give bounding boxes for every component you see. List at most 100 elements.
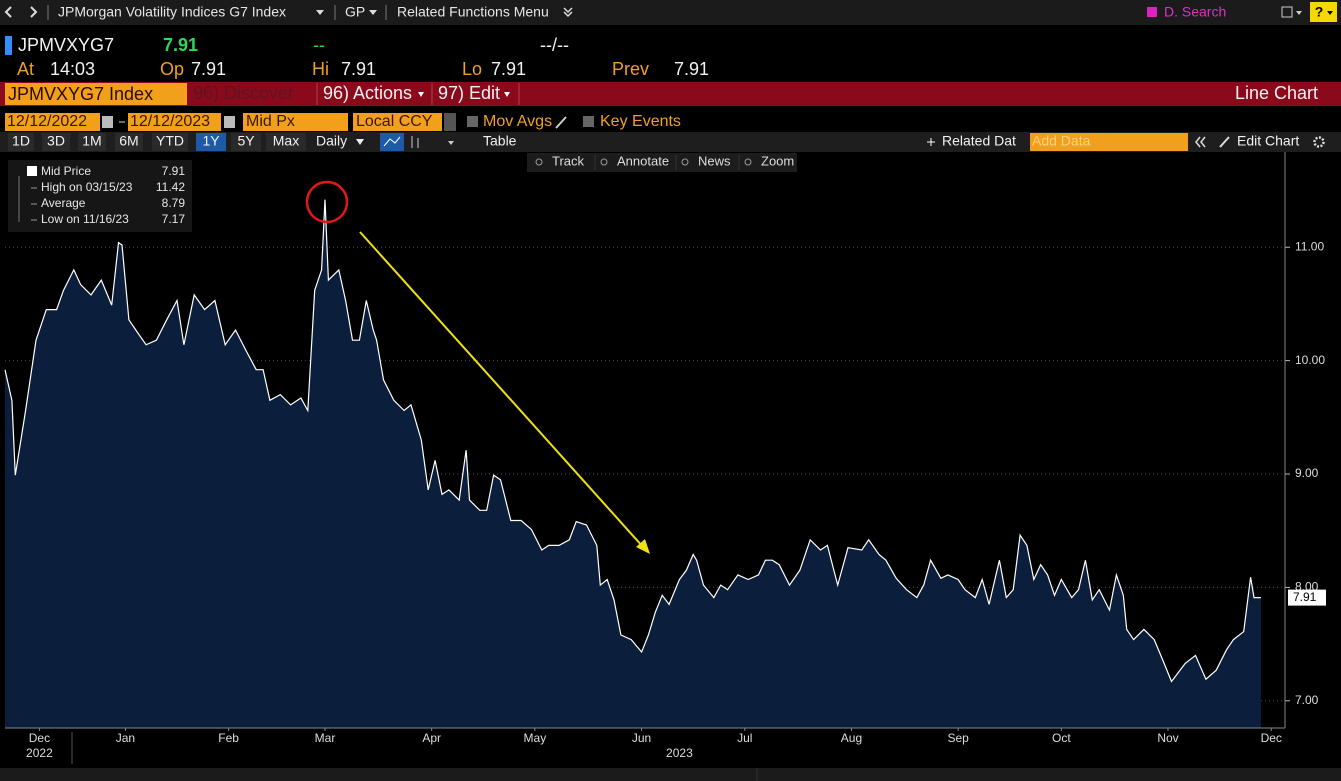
window-icon[interactable]	[1281, 6, 1293, 18]
mov-avgs-checkbox[interactable]	[467, 116, 478, 127]
x-tick-label: May	[524, 731, 547, 745]
currency-selector[interactable]	[353, 113, 442, 131]
tool-icon[interactable]	[535, 158, 543, 166]
period-bar	[0, 132, 1341, 152]
key-events-label: Key Events	[600, 113, 681, 130]
pencil-icon[interactable]	[555, 116, 567, 129]
y-tick-label: 10.00	[1295, 353, 1325, 367]
dropdown-arrow	[356, 139, 364, 145]
period-button[interactable]	[78, 133, 106, 151]
x-tick-label: Sep	[947, 731, 969, 745]
period-label: 3D	[47, 133, 65, 149]
period-label: YTD	[156, 133, 184, 149]
tool-icon[interactable]	[600, 158, 608, 166]
period-button[interactable]	[196, 133, 226, 151]
prev-label: Prev	[612, 59, 649, 79]
period-label: 1D	[12, 133, 30, 149]
forward-button[interactable]	[30, 6, 38, 18]
security-title[interactable]: JPMorgan Volatility Indices G7 Index	[58, 4, 286, 20]
related-menu[interactable]: Related Functions Menu	[397, 4, 549, 20]
period-button[interactable]	[42, 133, 70, 151]
dropdown-arrow	[418, 92, 424, 97]
field-value: Mid Px	[246, 113, 295, 130]
line-style-button[interactable]	[380, 133, 404, 151]
tool-button[interactable]: Annotate	[617, 153, 669, 168]
period-button[interactable]	[115, 133, 143, 151]
x-year-label: 2023	[666, 746, 693, 760]
period-label: 5Y	[237, 133, 255, 149]
frequency-selector[interactable]: Daily	[316, 133, 347, 149]
x-tick-label: Aug	[841, 731, 862, 745]
y-tick-label: 11.00	[1295, 239, 1324, 253]
period-label: 1M	[82, 133, 101, 149]
last-price: 7.91	[163, 35, 198, 55]
security-value: JPMVXYG7 Index	[8, 84, 153, 104]
peak-annotation	[305, 180, 349, 224]
actions-menu[interactable]: 96) Actions	[323, 83, 412, 103]
x-tick-label: Nov	[1157, 731, 1178, 745]
high-value: 7.91	[341, 59, 376, 79]
table-button[interactable]: Table	[483, 133, 517, 149]
currency-dropdown[interactable]	[444, 113, 456, 131]
collapse-icon[interactable]	[1200, 136, 1206, 148]
x-tick-label: Feb	[218, 731, 239, 745]
discover-menu[interactable]: 96) Discover	[193, 83, 294, 103]
calendar-icon[interactable]	[102, 116, 113, 128]
low-label: Lo	[462, 59, 482, 79]
menu-chevron	[563, 7, 573, 14]
x-tick-label: Mar	[315, 731, 336, 745]
end-date: 12/12/2023	[130, 113, 210, 130]
back-button[interactable]	[4, 6, 12, 18]
time-label: At	[17, 59, 34, 79]
start-date-field[interactable]	[5, 113, 100, 131]
dropdown-arrow[interactable]	[448, 141, 454, 145]
tool-button[interactable]: Zoom	[761, 153, 794, 168]
price-line	[4, 199, 1261, 683]
tool-icon[interactable]	[744, 158, 752, 166]
edit-chart-button[interactable]: Edit Chart	[1237, 133, 1299, 149]
add-data-field[interactable]	[1030, 133, 1188, 151]
calendar-icon[interactable]	[224, 116, 235, 128]
top-bar	[0, 0, 1341, 25]
start-date: 12/12/2022	[7, 113, 87, 130]
period-button[interactable]	[8, 133, 34, 151]
search-button[interactable]: D. Search	[1164, 4, 1226, 20]
x-year-label: 2022	[26, 746, 53, 760]
legend: Mid Price 7.91 High on 03/15/23 11.42 Averag…	[18, 164, 186, 226]
period-button[interactable]	[231, 133, 261, 151]
chart-tools: Track Annotate News Zoom	[535, 153, 794, 170]
dropdown-arrow	[1327, 11, 1333, 15]
x-tick-label: Apr	[422, 731, 441, 745]
end-date-field[interactable]	[128, 113, 221, 131]
last-value-label: 7.91	[1293, 590, 1317, 604]
security-field[interactable]	[5, 83, 187, 105]
plot	[4, 199, 1261, 729]
menu-chevron	[563, 11, 573, 18]
legend-label: Low on 11/16/23	[41, 212, 129, 226]
related-data-button[interactable]: Related Dat	[942, 133, 1016, 149]
period-label: Max	[273, 133, 299, 149]
period-button[interactable]	[152, 133, 188, 151]
edit-menu[interactable]: 97) Edit	[438, 83, 500, 103]
legend-box	[8, 160, 192, 232]
key-events-checkbox[interactable]	[583, 116, 594, 127]
period-buttons: 1D 3D 1M 6M YTD 1Y 5Y Max	[8, 133, 306, 151]
tool-button[interactable]: News	[698, 153, 731, 168]
function-name[interactable]: GP	[345, 4, 365, 20]
high-label: Hi	[312, 59, 329, 79]
period-button[interactable]	[266, 133, 306, 151]
tool-button[interactable]: Track	[552, 153, 585, 168]
collapse-icon[interactable]	[1195, 136, 1201, 148]
field-selector[interactable]	[243, 113, 348, 131]
net-change: --	[313, 35, 325, 55]
help-label: ?	[1315, 4, 1324, 20]
settings-icon[interactable]	[1313, 136, 1325, 148]
line-icon	[383, 136, 401, 147]
dropdown-arrow	[316, 10, 324, 15]
arrow-head	[636, 539, 650, 554]
tool-icon[interactable]	[681, 158, 689, 166]
help-button[interactable]	[1310, 2, 1337, 22]
legend-value: 7.17	[162, 212, 186, 226]
